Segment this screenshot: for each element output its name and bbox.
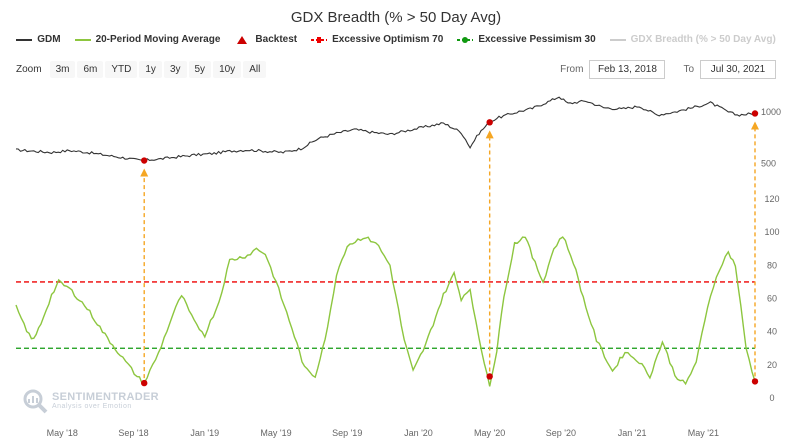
- signal-arrow-head: [140, 168, 149, 177]
- zoom-3y-button[interactable]: 3y: [163, 61, 187, 78]
- signal-arrow-head: [485, 130, 494, 139]
- magnifier-logo-icon: [23, 389, 48, 414]
- from-date-input[interactable]: [589, 60, 666, 79]
- legend-label: GDM: [37, 34, 61, 45]
- lower-y-tick-label: 40: [767, 327, 777, 337]
- x-axis: May '18 Sep '18 Jan '19 May '19 Sep '19 Jan '…: [47, 428, 719, 438]
- x-tick-label: May '19: [260, 428, 291, 438]
- signal-price-dot: [751, 110, 759, 117]
- zoom-bar: Zoom 3m 6m YTD 1y 3y 5y 10y All: [16, 61, 267, 78]
- x-tick-label: Jan '20: [404, 428, 433, 438]
- upper-y-tick-label: 500: [761, 158, 776, 168]
- x-tick-label: Sep '20: [546, 428, 576, 438]
- series-layer: [15, 96, 756, 387]
- lower-y-tick-label: 100: [764, 227, 779, 237]
- zoom-1y-button[interactable]: 1y: [139, 61, 162, 78]
- legend-label: 20-Period Moving Average: [95, 34, 221, 45]
- legend: GDM 20-Period Moving Average Backtest Ex…: [0, 34, 792, 45]
- gdm-series-line: [15, 96, 756, 161]
- upper-y-tick-label: 1000: [761, 107, 781, 117]
- signals-layer: [140, 110, 759, 387]
- legend-label: Backtest: [255, 34, 298, 45]
- dashed-line-icon: [311, 35, 328, 45]
- triangle-icon: [234, 35, 250, 45]
- watermark-tagline: Analysis over Emotion: [52, 403, 132, 410]
- legend-label: GDX Breadth (% > 50 Day Avg): [630, 34, 776, 45]
- threshold-lines: [16, 281, 755, 349]
- lower-y-axis: 0 20 40 60 80 100 120: [764, 194, 779, 403]
- zoom-6m-button[interactable]: 6m: [77, 61, 104, 78]
- chart-title: GDX Breadth (% > 50 Day Avg): [290, 9, 502, 26]
- x-tick-label: Sep '19: [332, 428, 362, 438]
- line-swatch-icon: [609, 35, 626, 45]
- signal-arrow-head: [751, 121, 759, 130]
- x-tick-label: Jan '19: [190, 428, 219, 438]
- zoom-label: Zoom: [16, 64, 42, 75]
- moving-average-series-line: [15, 236, 756, 387]
- lower-y-tick-label: 120: [764, 194, 779, 204]
- watermark-name: SENTIMENTRADER: [52, 391, 159, 403]
- dashed-line-icon: [457, 35, 474, 45]
- legend-item-optimism[interactable]: Excessive Optimism 70: [311, 34, 443, 45]
- signal-breadth-dot: [486, 373, 493, 380]
- zoom-all-button[interactable]: All: [243, 61, 267, 78]
- signal-breadth-dot: [751, 378, 759, 385]
- zoom-5y-button[interactable]: 5y: [188, 61, 212, 78]
- date-range-selector: From To: [560, 60, 776, 79]
- signal-price-dot: [486, 119, 493, 126]
- legend-item-gdm[interactable]: GDM: [16, 34, 61, 45]
- zoom-10y-button[interactable]: 10y: [213, 61, 242, 78]
- lower-y-tick-label: 80: [767, 260, 777, 270]
- line-swatch-icon: [74, 35, 91, 45]
- to-label: To: [683, 64, 694, 75]
- legend-item-ma[interactable]: 20-Period Moving Average: [74, 34, 221, 45]
- x-tick-label: May '18: [47, 428, 78, 438]
- signal-breadth-dot: [141, 379, 148, 387]
- lower-y-tick-label: 60: [767, 294, 777, 304]
- line-swatch-icon: [16, 35, 33, 45]
- legend-item-pessimism[interactable]: Excessive Pessimism 30: [457, 34, 596, 45]
- zoom-ytd-button[interactable]: YTD: [105, 61, 138, 78]
- x-tick-label: May '20: [474, 428, 505, 438]
- lower-y-tick-label: 0: [769, 393, 774, 403]
- legend-item-backtest[interactable]: Backtest: [234, 34, 297, 45]
- signal-price-dot: [141, 157, 148, 164]
- x-tick-label: Jan '21: [618, 428, 647, 438]
- to-date-input[interactable]: [700, 60, 776, 79]
- legend-item-breadth[interactable]: GDX Breadth (% > 50 Day Avg): [609, 34, 776, 45]
- x-tick-label: Sep '18: [118, 428, 148, 438]
- zoom-3m-button[interactable]: 3m: [49, 61, 76, 78]
- legend-label: Excessive Optimism 70: [332, 34, 444, 45]
- legend-label: Excessive Pessimism 30: [478, 34, 596, 45]
- from-label: From: [560, 64, 584, 75]
- upper-y-axis: 500 1000: [761, 107, 781, 168]
- sentimentrader-watermark: SENTIMENTRADER Analysis over Emotion: [22, 388, 159, 414]
- lower-y-tick-label: 20: [767, 360, 777, 370]
- x-tick-label: May '21: [688, 428, 719, 438]
